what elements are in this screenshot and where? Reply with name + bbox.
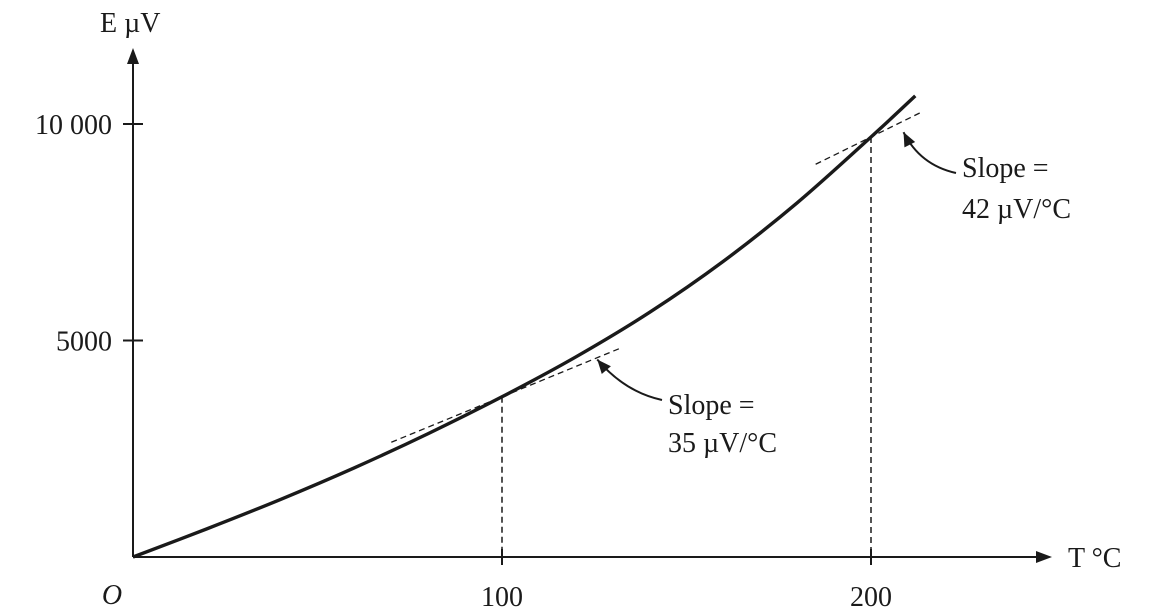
annotation-arrowhead-2	[903, 132, 916, 148]
origin-label: O	[102, 580, 122, 611]
annotation-line2-1: 35 µV/°C	[668, 428, 777, 459]
x-tick-label-100: 100	[481, 582, 523, 612]
emf-curve	[132, 94, 917, 559]
annotation-line1-2: Slope =	[962, 153, 1049, 184]
annotation-line2-2: 42 µV/°C	[962, 194, 1071, 225]
x-tick-label-200: 200	[850, 582, 892, 612]
slope-annotations: Slope = 35 µV/°C Slope = 42 µV/°C	[596, 131, 1071, 459]
annotation-arrowhead-1	[597, 359, 611, 375]
y-axis-arrow	[127, 48, 139, 64]
x-axis-arrow	[1036, 551, 1052, 563]
y-axis-label: E µV	[100, 8, 160, 39]
x-axis-label: T °C	[1068, 543, 1121, 574]
tick-group: 100 200 5000 10 000	[35, 110, 892, 612]
annotation-line1-1: Slope =	[668, 390, 755, 421]
y-tick-label-10000: 10 000	[35, 110, 112, 141]
guide-lines	[501, 136, 872, 557]
y-tick-label-5000: 5000	[56, 327, 112, 358]
annotation-pointer-2	[902, 131, 957, 174]
